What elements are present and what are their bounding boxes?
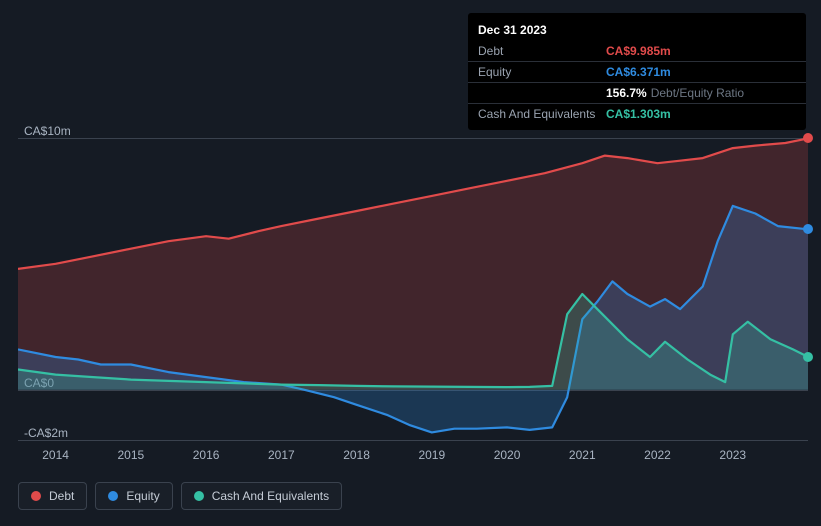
area-chart: [18, 138, 808, 440]
legend-item-equity[interactable]: Equity: [95, 482, 172, 510]
x-axis-label: 2014: [42, 448, 69, 462]
tooltip-row: Cash And EquivalentsCA$1.303m: [468, 103, 806, 124]
legend-swatch: [108, 491, 118, 501]
series-end-marker: [803, 352, 813, 362]
tooltip-value: 156.7%Debt/Equity Ratio: [606, 85, 744, 101]
legend-label: Cash And Equivalents: [212, 489, 329, 503]
legend-item-debt[interactable]: Debt: [18, 482, 87, 510]
tooltip-row: 156.7%Debt/Equity Ratio: [468, 82, 806, 103]
x-axis-label: 2018: [343, 448, 370, 462]
tooltip-value: CA$1.303m: [606, 106, 671, 122]
legend-item-cash-and-equivalents[interactable]: Cash And Equivalents: [181, 482, 342, 510]
series-end-marker: [803, 133, 813, 143]
legend-label: Debt: [49, 489, 74, 503]
x-axis-label: 2017: [268, 448, 295, 462]
tooltip-value: CA$9.985m: [606, 43, 671, 59]
legend-swatch: [194, 491, 204, 501]
x-axis-label: 2020: [494, 448, 521, 462]
tooltip-value: CA$6.371m: [606, 64, 671, 80]
y-axis-label: CA$10m: [24, 124, 71, 138]
x-axis-label: 2021: [569, 448, 596, 462]
tooltip-row: DebtCA$9.985m: [468, 41, 806, 61]
x-axis-label: 2016: [193, 448, 220, 462]
series-end-marker: [803, 224, 813, 234]
tooltip-label: Debt: [478, 43, 606, 59]
x-axis: 2014 2015 2016 2017 2018 2019 2020 2021 2022 2023: [18, 448, 808, 466]
tooltip-label: Equity: [478, 64, 606, 80]
x-axis-label: 2019: [418, 448, 445, 462]
x-axis-label: 2022: [644, 448, 671, 462]
tooltip-label: Cash And Equivalents: [478, 106, 606, 122]
x-axis-label: 2015: [117, 448, 144, 462]
x-axis-label: 2023: [719, 448, 746, 462]
data-tooltip: Dec 31 2023 DebtCA$9.985mEquityCA$6.371m…: [468, 13, 806, 130]
tooltip-label: [478, 85, 606, 101]
gridline: [18, 440, 808, 441]
tooltip-date: Dec 31 2023: [468, 19, 806, 41]
legend-label: Equity: [126, 489, 159, 503]
tooltip-row: EquityCA$6.371m: [468, 61, 806, 82]
legend: Debt Equity Cash And Equivalents: [18, 482, 342, 510]
legend-swatch: [31, 491, 41, 501]
